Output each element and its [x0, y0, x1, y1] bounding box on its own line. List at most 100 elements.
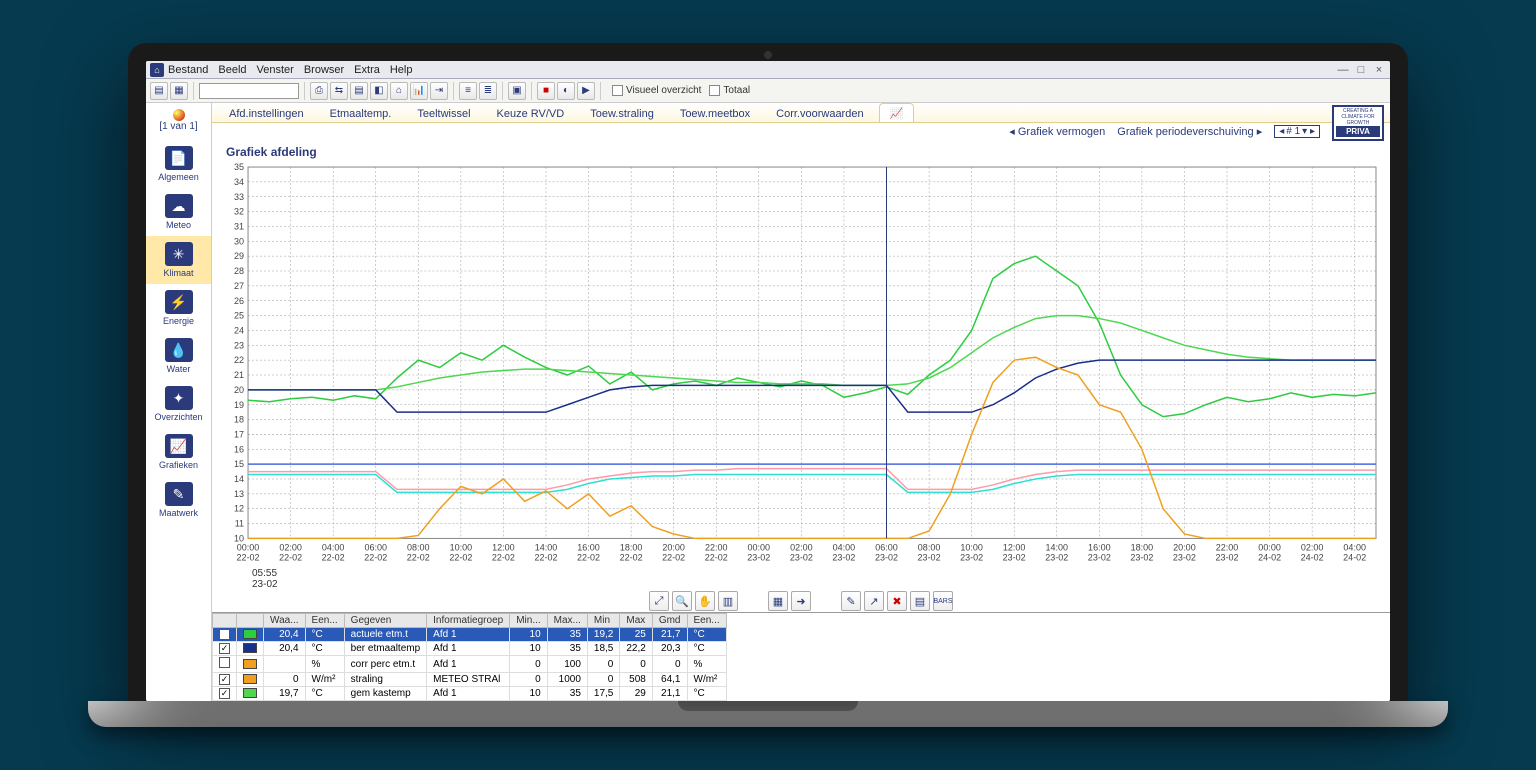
svg-text:29: 29 — [234, 251, 244, 261]
tool-icon[interactable]: ▤ — [910, 591, 930, 611]
tab-chart[interactable]: 📈 — [879, 103, 915, 122]
close-button[interactable]: × — [1372, 64, 1386, 76]
export-icon[interactable]: ➜ — [791, 591, 811, 611]
svg-text:18:00: 18:00 — [620, 542, 643, 552]
tb-icon[interactable]: ◐ — [557, 82, 575, 100]
tb-print-icon[interactable]: ⎙ — [310, 82, 328, 100]
svg-text:33: 33 — [234, 192, 244, 202]
check-visueel[interactable]: Visueel overzicht — [612, 85, 701, 96]
minimize-button[interactable]: — — [1336, 64, 1350, 76]
pan-icon[interactable]: ✋ — [695, 591, 715, 611]
tool-icon[interactable]: ▦ — [768, 591, 788, 611]
link-periode[interactable]: Grafiek periodeverschuiving ▸ — [1117, 125, 1262, 138]
th[interactable]: Een... — [687, 614, 726, 628]
th[interactable] — [237, 614, 264, 628]
svg-text:23-02: 23-02 — [1130, 552, 1153, 562]
tool-icon[interactable]: ▥ — [718, 591, 738, 611]
page-selector[interactable]: ◂ # 1 ▾ ▸ — [1274, 125, 1320, 138]
zoom-icon[interactable]: 🔍 — [672, 591, 692, 611]
tab-0[interactable]: Afd.instellingen — [218, 104, 315, 122]
tb-icon[interactable]: ⇥ — [430, 82, 448, 100]
tb-play-icon[interactable]: ▶ — [577, 82, 595, 100]
sidebar-item-maatwerk[interactable]: ✎Maatwerk — [146, 476, 211, 524]
tb-icon[interactable]: ▤ — [350, 82, 368, 100]
tb-icon[interactable]: ◧ — [370, 82, 388, 100]
tool-icon[interactable]: BARS — [933, 591, 953, 611]
table-row[interactable]: ✓20,4°Cactuele etm.tAfd 1103519,22521,7°… — [213, 628, 727, 642]
tb-icon[interactable]: ≡ — [459, 82, 477, 100]
svg-text:23-02: 23-02 — [747, 552, 770, 562]
tb-icon[interactable]: ≣ — [479, 82, 497, 100]
th[interactable]: Min — [587, 614, 619, 628]
th[interactable]: Max... — [547, 614, 587, 628]
tab-4[interactable]: Toew.straling — [579, 104, 665, 122]
sidebar-item-meteo[interactable]: ☁Meteo — [146, 188, 211, 236]
tb-icon[interactable]: ▤ — [150, 82, 168, 100]
tab-5[interactable]: Toew.meetbox — [669, 104, 761, 122]
svg-text:22-02: 22-02 — [449, 552, 472, 562]
table-row[interactable]: ✓20,4°Cber etmaaltempAfd 1103518,522,220… — [213, 642, 727, 656]
pager: [1 van 1] — [146, 121, 211, 132]
zoom-fit-icon[interactable]: ⤢ — [649, 591, 669, 611]
toolbar-input[interactable] — [199, 83, 299, 99]
table-row[interactable]: ✓0W/m²stralingMETEO STRAl01000050864,1W/… — [213, 673, 727, 687]
link-vermogen[interactable]: ◂ Grafiek vermogen — [1009, 125, 1105, 138]
subbar: ◂ Grafiek vermogen Grafiek periodeversch… — [212, 123, 1390, 141]
tb-home-icon[interactable]: ⌂ — [390, 82, 408, 100]
tab-3[interactable]: Keuze RV/VD — [486, 104, 576, 122]
svg-text:06:00: 06:00 — [364, 542, 387, 552]
th[interactable]: Een... — [305, 614, 344, 628]
svg-text:23-02: 23-02 — [1045, 552, 1068, 562]
svg-text:23-02: 23-02 — [790, 552, 813, 562]
svg-text:22-02: 22-02 — [364, 552, 387, 562]
table-row[interactable]: %corr perc etm.tAfd 10100000% — [213, 656, 727, 673]
sidebar-icon: 📄 — [165, 146, 193, 170]
th[interactable]: Max — [620, 614, 652, 628]
tab-2[interactable]: Teeltwissel — [406, 104, 481, 122]
sidebar-item-grafieken[interactable]: 📈Grafieken — [146, 428, 211, 476]
titlebar: ⌂ BestandBeeldVensterBrowserExtraHelp — … — [146, 61, 1390, 79]
toolbar: ▤ ▦ ⎙ ⇆ ▤ ◧ ⌂ 📊 ⇥ ≡ ≣ ▣ ■ ◐ ▶ Visueel ov… — [146, 79, 1390, 103]
th[interactable]: Waa... — [264, 614, 306, 628]
menu-browser[interactable]: Browser — [304, 64, 344, 76]
sidebar-item-energie[interactable]: ⚡Energie — [146, 284, 211, 332]
menu-venster[interactable]: Venster — [257, 64, 294, 76]
svg-text:23-02: 23-02 — [832, 552, 855, 562]
tab-6[interactable]: Corr.voorwaarden — [765, 104, 874, 122]
tb-icon[interactable]: ▦ — [170, 82, 188, 100]
th[interactable]: Gegeven — [344, 614, 426, 628]
tb-chart-icon[interactable]: 📊 — [410, 82, 428, 100]
check-totaal[interactable]: Totaal — [709, 85, 750, 96]
tb-stop-icon[interactable]: ■ — [537, 82, 555, 100]
menu-beeld[interactable]: Beeld — [218, 64, 246, 76]
sidebar-item-klimaat[interactable]: ✳Klimaat — [146, 236, 211, 284]
sidebar-item-overzichten[interactable]: ✦Overzichten — [146, 380, 211, 428]
sidebar-item-algemeen[interactable]: 📄Algemeen — [146, 140, 211, 188]
svg-text:34: 34 — [234, 177, 244, 187]
sidebar-item-water[interactable]: 💧Water — [146, 332, 211, 380]
delete-icon[interactable]: ✖ — [887, 591, 907, 611]
tb-icon[interactable]: ⇆ — [330, 82, 348, 100]
tab-1[interactable]: Etmaaltemp. — [319, 104, 403, 122]
sidebar-icon: ☁ — [165, 194, 193, 218]
svg-text:14:00: 14:00 — [535, 542, 558, 552]
svg-text:10:00: 10:00 — [960, 542, 983, 552]
edit-icon[interactable]: ✎ — [841, 591, 861, 611]
th[interactable]: Gmd — [652, 614, 687, 628]
th[interactable] — [213, 614, 237, 628]
maximize-button[interactable]: □ — [1354, 64, 1368, 76]
menu-extra[interactable]: Extra — [354, 64, 380, 76]
svg-text:23-02: 23-02 — [918, 552, 941, 562]
tb-icon[interactable]: ▣ — [508, 82, 526, 100]
tool-icon[interactable]: ↗ — [864, 591, 884, 611]
svg-text:15: 15 — [234, 459, 244, 469]
chart: 1011121314151617181920212223242526272829… — [220, 163, 1382, 567]
chart-title: Grafiek afdeling — [212, 141, 1390, 163]
sidebar-icon: 📈 — [165, 434, 193, 458]
svg-text:02:00: 02:00 — [1301, 542, 1324, 552]
menu-bestand[interactable]: Bestand — [168, 64, 208, 76]
menu-help[interactable]: Help — [390, 64, 413, 76]
th[interactable]: Min... — [510, 614, 547, 628]
table-row[interactable]: ✓19,7°Cgem kastempAfd 1103517,52921,1°C — [213, 687, 727, 701]
th[interactable]: Informatiegroep — [427, 614, 510, 628]
